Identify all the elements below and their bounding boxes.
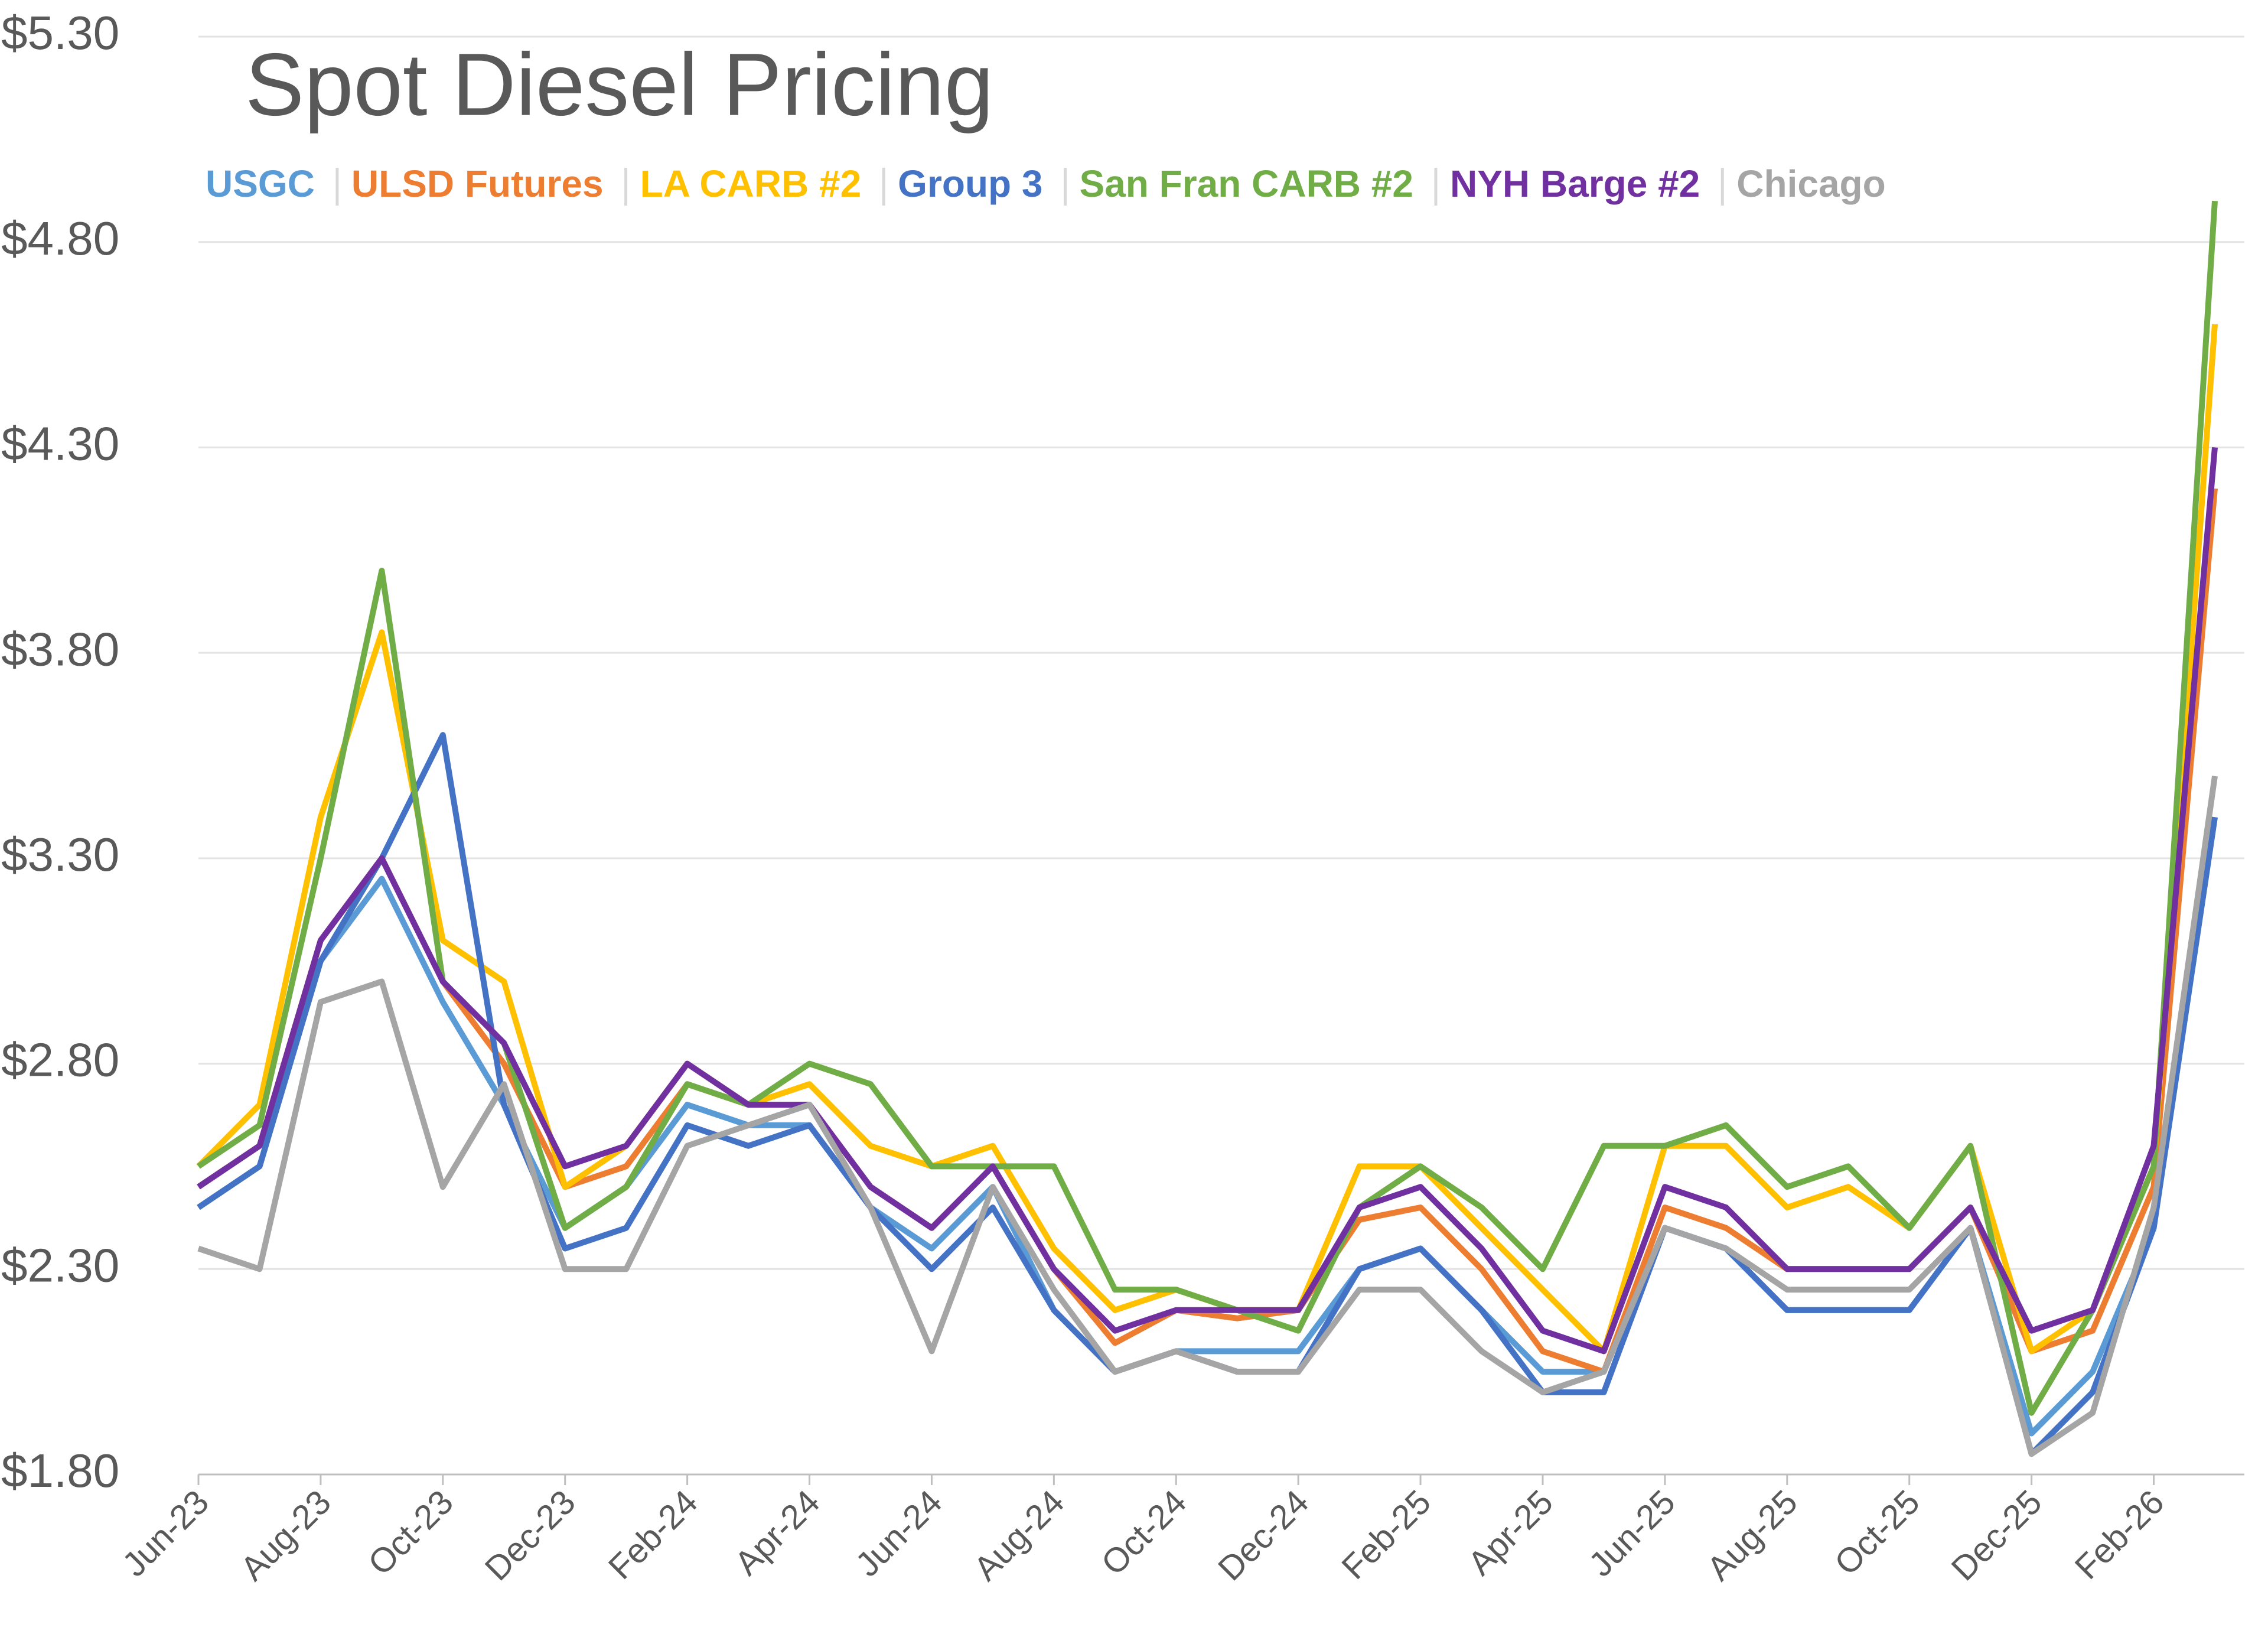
legend-entry: LA CARB #2 bbox=[640, 162, 862, 205]
x-tick-label: Apr-25 bbox=[1461, 1483, 1560, 1583]
x-tick-label: Aug-23 bbox=[233, 1483, 338, 1588]
x-tick-label: Dec-23 bbox=[478, 1483, 583, 1588]
y-tick-label: $4.80 bbox=[1, 212, 119, 265]
x-tick-label: Feb-26 bbox=[2068, 1483, 2172, 1587]
y-tick-label: $2.80 bbox=[1, 1034, 119, 1086]
series-line bbox=[197, 816, 2218, 1437]
x-tick-label: Jun-23 bbox=[115, 1483, 216, 1584]
x-tick-label: Oct-24 bbox=[1094, 1483, 1194, 1583]
series-line bbox=[197, 488, 2218, 1375]
grid bbox=[198, 35, 2244, 1476]
chart-title: Spot Diesel Pricing bbox=[245, 35, 993, 134]
y-tick-label: $5.30 bbox=[1, 6, 119, 59]
y-tick-label: $3.30 bbox=[1, 828, 119, 881]
lines bbox=[196, 200, 2218, 1457]
x-tick-label: Aug-24 bbox=[966, 1483, 1071, 1588]
y-tick-label: $2.30 bbox=[1, 1239, 119, 1291]
x-tick-label: Dec-24 bbox=[1211, 1483, 1316, 1588]
legend-entry: USGC bbox=[206, 162, 315, 205]
series-line bbox=[197, 776, 2218, 1457]
axes: $1.80 $2.30 $2.80 $3.30 $3.80 $4.30 $4.80 $5.30… bbox=[1, 6, 2244, 1588]
x-tick-label: Jun-25 bbox=[1582, 1483, 1683, 1584]
legend: USGC ULSD Futures LA CARB #2 Group 3 San Fra… bbox=[206, 162, 1886, 206]
legend-entry: San Fran CARB #2 bbox=[1080, 162, 1413, 205]
x-tick-label: Jun-24 bbox=[848, 1483, 949, 1584]
legend-entry: Group 3 bbox=[898, 162, 1042, 205]
x-tick-label: Feb-25 bbox=[1334, 1483, 1438, 1587]
x-tick-label: Dec-25 bbox=[1944, 1483, 2049, 1588]
x-tick-label: Feb-24 bbox=[601, 1483, 705, 1587]
y-tick-label: $4.30 bbox=[1, 418, 119, 470]
legend-entry: ULSD Futures bbox=[351, 162, 604, 205]
series-line bbox=[197, 447, 2218, 1355]
x-tick-label: Apr-24 bbox=[728, 1483, 827, 1583]
legend-entry: Chicago bbox=[1736, 162, 1885, 205]
series-line bbox=[196, 324, 2218, 1355]
y-tick-label: $1.80 bbox=[1, 1444, 119, 1497]
legend-entry: NYH Barge #2 bbox=[1450, 162, 1700, 205]
y-tick-label: $3.80 bbox=[1, 623, 119, 675]
x-tick-label: Oct-23 bbox=[361, 1483, 461, 1583]
x-tick-label: Aug-25 bbox=[1700, 1483, 1805, 1588]
x-tick-label: Oct-25 bbox=[1827, 1483, 1927, 1583]
series-line bbox=[197, 200, 2218, 1416]
